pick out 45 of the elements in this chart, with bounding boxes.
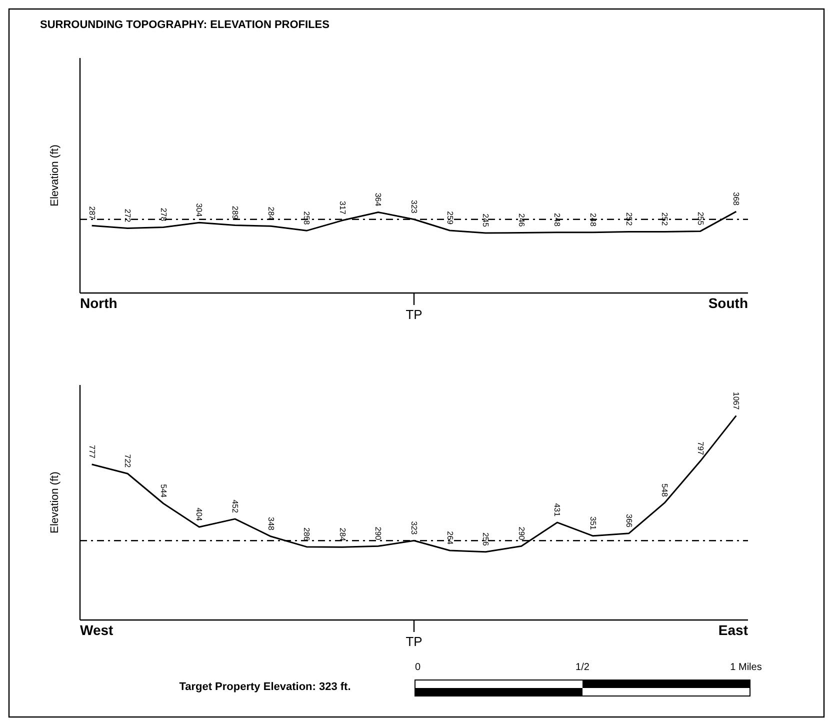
- text: 1/2: [576, 662, 590, 673]
- data-label: 366: [624, 514, 634, 528]
- data-label: 368: [732, 192, 741, 206]
- data-label: 245: [481, 214, 490, 228]
- data-label: 284: [338, 528, 347, 542]
- text: East: [718, 622, 748, 638]
- text: TP: [406, 634, 422, 649]
- data-label: 548: [660, 483, 670, 498]
- data-label: 286: [302, 527, 312, 542]
- data-label: 544: [158, 484, 168, 498]
- text: South: [708, 295, 748, 311]
- data-label: 252: [660, 212, 670, 226]
- data-label: 289: [230, 206, 240, 220]
- data-label: 246: [516, 213, 526, 228]
- data-label: 256: [481, 532, 490, 546]
- y-axis-title: Elevation (ft): [49, 144, 61, 206]
- data-label: 287: [87, 206, 96, 220]
- data-label: 323: [410, 200, 418, 214]
- data-label: 722: [123, 454, 132, 468]
- data-label: 304: [194, 203, 204, 218]
- text: North: [80, 295, 118, 311]
- text: West: [80, 622, 114, 638]
- data-label: 317: [338, 201, 347, 215]
- data-label: 284: [266, 206, 276, 221]
- data-label: 278: [158, 208, 168, 222]
- data-label: 777: [87, 445, 96, 459]
- chart-title: SURROUNDING TOPOGRAPHY: ELEVATION PROFILES: [40, 19, 330, 31]
- text: Target Property Elevation: 323 ft.: [179, 681, 351, 693]
- data-label: 452: [230, 500, 240, 514]
- data-label: 404: [194, 508, 204, 522]
- data-label: 290: [374, 526, 383, 541]
- data-label: 431: [552, 503, 562, 518]
- data-label: 323: [410, 521, 418, 536]
- data-label: 351: [588, 516, 598, 530]
- text: TP: [406, 307, 422, 322]
- y-axis-title: Elevation (ft): [49, 472, 61, 534]
- data-label: 290: [516, 526, 526, 541]
- data-label: 264: [445, 531, 454, 546]
- data-label: 259: [445, 211, 454, 226]
- data-label: 364: [374, 192, 383, 207]
- data-label: 348: [266, 517, 276, 531]
- data-label: 1067: [732, 392, 741, 410]
- text: 1 Miles: [730, 662, 762, 673]
- text: 0: [415, 662, 421, 673]
- data-label: 797: [696, 442, 705, 456]
